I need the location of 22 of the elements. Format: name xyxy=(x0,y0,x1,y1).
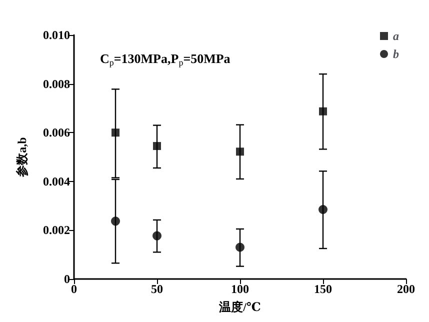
point xyxy=(153,142,161,150)
y-tick-label: 0.004 xyxy=(43,174,70,188)
x-tick-label: 50 xyxy=(151,282,163,296)
y-tick-label: 0.008 xyxy=(43,76,70,91)
point xyxy=(152,231,162,240)
point xyxy=(111,216,120,226)
point xyxy=(318,204,328,214)
point xyxy=(236,148,244,156)
x-tick-label: 100 xyxy=(231,282,249,296)
point xyxy=(319,107,327,116)
point xyxy=(236,242,244,252)
y-axis-title: 参数a,b xyxy=(15,136,29,178)
x-tick-label: 150 xyxy=(314,282,332,296)
y-tick-label: 0.006 xyxy=(43,126,70,140)
legend-label: a xyxy=(393,29,399,43)
x-axis-title: 温度/℃ xyxy=(218,300,261,314)
y-tick-label: 0 xyxy=(64,272,70,286)
y-tick-label: 0.010 xyxy=(43,28,70,42)
point xyxy=(112,128,120,137)
y-tick-label: 0.002 xyxy=(43,223,70,238)
legend-label: b xyxy=(393,47,399,61)
x-tick-label: 200 xyxy=(397,282,415,296)
